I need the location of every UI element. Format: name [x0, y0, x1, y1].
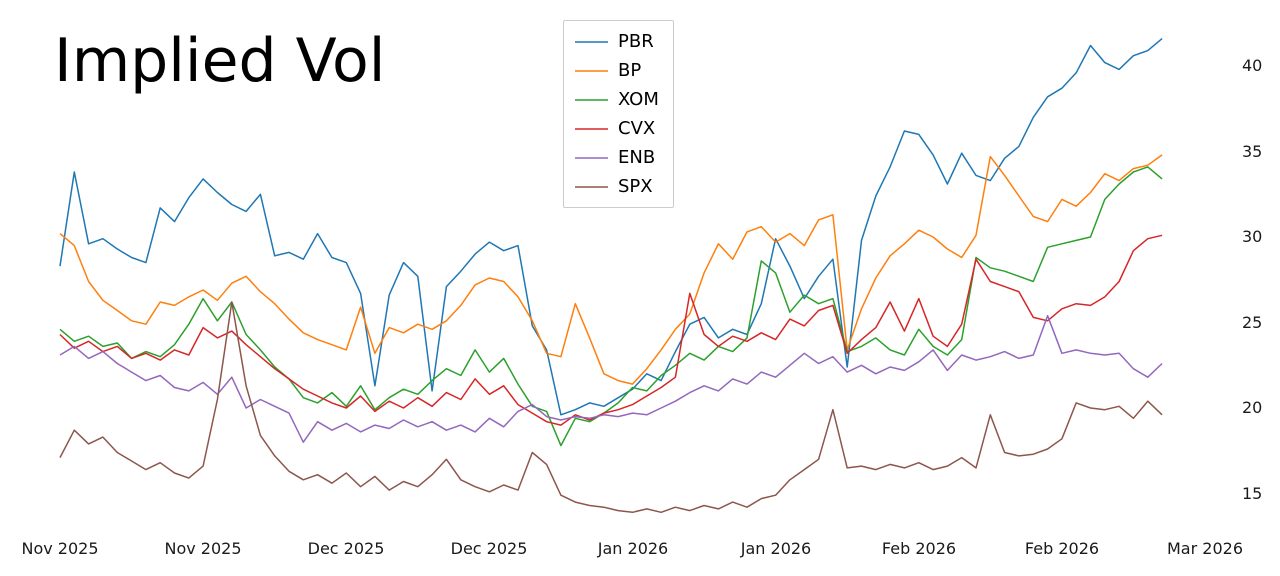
- legend-item-spx: SPX: [574, 172, 659, 201]
- cvx-line-sample-icon: [575, 127, 608, 130]
- legend-label-bp: BP: [618, 60, 642, 81]
- x-tick-label: Dec 2025: [307, 539, 385, 558]
- x-tick-label: Mar 2026: [1167, 539, 1243, 558]
- legend-item-pbr: PBR: [574, 27, 659, 56]
- legend-item-cvx: CVX: [574, 114, 659, 143]
- x-tick-label: Nov 2025: [164, 539, 242, 558]
- x-tick-label: Feb 2026: [881, 539, 957, 558]
- series-line-enb: [59, 314, 1163, 443]
- legend-item-enb: ENB: [574, 143, 659, 172]
- y-tick-label: 30: [1242, 227, 1263, 246]
- x-tick-label: Jan 2026: [740, 539, 812, 558]
- legend-label-enb: ENB: [618, 147, 656, 168]
- xom-line-sample-icon: [575, 98, 608, 101]
- y-tick-label: 40: [1242, 56, 1263, 75]
- y-tick-label: 20: [1242, 398, 1263, 417]
- x-tick-label: Dec 2025: [450, 539, 528, 558]
- legend-label-spx: SPX: [618, 176, 653, 197]
- legend-item-xom: XOM: [574, 85, 659, 114]
- legend-label-xom: XOM: [618, 89, 659, 110]
- x-tick-label: Nov 2025: [21, 539, 99, 558]
- y-tick-label: 15: [1242, 484, 1263, 503]
- y-tick-label: 25: [1242, 313, 1263, 332]
- x-tick-label: Jan 2026: [597, 539, 669, 558]
- pbr-line-sample-icon: [575, 40, 608, 43]
- series-line-pbr: [59, 38, 1163, 416]
- legend: PBR BP XOM CVX ENB SPX: [563, 20, 674, 208]
- x-tick-label: Feb 2026: [1024, 539, 1100, 558]
- bp-line-sample-icon: [575, 69, 608, 72]
- y-tick-label: 35: [1242, 142, 1263, 161]
- series-line-spx: [59, 301, 1163, 514]
- legend-label-cvx: CVX: [618, 118, 656, 139]
- enb-line-sample-icon: [575, 156, 608, 159]
- chart-title: Implied Vol: [54, 26, 386, 96]
- series-line-bp: [59, 154, 1163, 385]
- legend-item-bp: BP: [574, 56, 659, 85]
- series-line-cvx: [59, 234, 1163, 426]
- series-line-xom: [59, 166, 1163, 447]
- spx-line-sample-icon: [575, 185, 608, 188]
- legend-label-pbr: PBR: [618, 31, 654, 52]
